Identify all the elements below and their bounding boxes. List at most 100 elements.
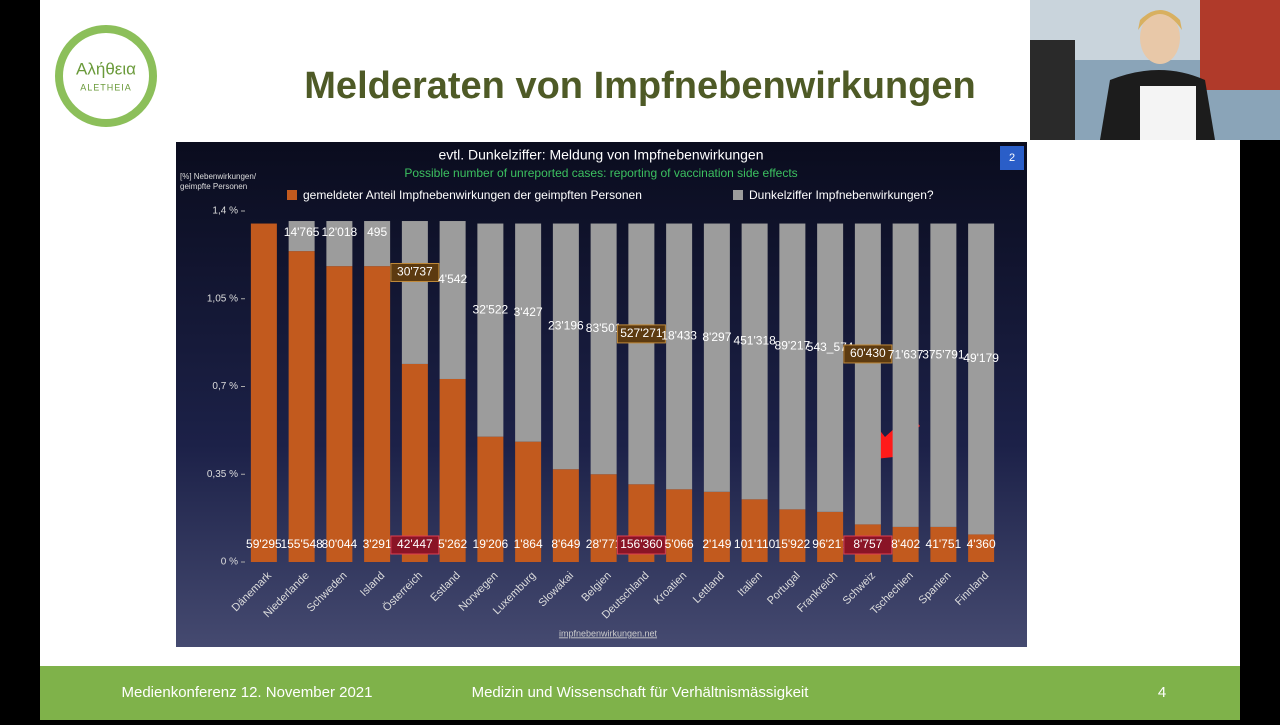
badge-text: 2 — [1009, 152, 1015, 164]
webcam — [1030, 0, 1280, 140]
bar-segment — [590, 474, 617, 562]
logo-text: Αλήθεια — [76, 59, 136, 78]
chart-title: evtl. Dunkelziffer: Meldung von Impfnebe… — [438, 147, 763, 163]
data-label: 96'217 — [812, 537, 848, 551]
bar-segment — [364, 266, 391, 562]
legend-label: Dunkelziffer Impfnebenwirkungen? — [749, 188, 934, 202]
data-label: 8'402 — [891, 537, 920, 551]
data-label: 8'297 — [702, 330, 731, 344]
label-highlight — [843, 535, 893, 555]
data-label: 28'771 — [586, 537, 622, 551]
data-label: 101'110 — [734, 537, 776, 551]
y-axis-label: [%] Nebenwirkungen/ geimpfte Personen — [180, 172, 257, 191]
bar-segment — [326, 266, 353, 562]
data-label: 4'360 — [967, 537, 996, 551]
data-label: 8'649 — [551, 537, 580, 551]
legend-swatch — [733, 190, 743, 200]
label-highlight — [390, 262, 440, 282]
data-label: 19'206 — [473, 537, 509, 551]
bar-segment — [439, 221, 466, 379]
bar-segment — [741, 499, 768, 562]
bar-segment — [250, 223, 277, 563]
data-label: 42'447 — [397, 537, 433, 551]
data-label: 5'066 — [665, 537, 694, 551]
chart-subtitle: Possible number of unreported cases: rep… — [404, 166, 797, 180]
slide-title: Melderaten von Impfnebenwirkungen — [304, 65, 975, 107]
data-label: 32'522 — [473, 302, 509, 316]
data-label: 155'548 — [280, 537, 323, 551]
data-label: 543_574 — [807, 340, 854, 354]
bar-segment — [439, 378, 466, 562]
bar-segment — [477, 436, 504, 562]
bar-segment — [515, 223, 542, 442]
bar-segment — [817, 511, 844, 562]
data-label: 80'044 — [322, 537, 358, 551]
bar-segment — [666, 489, 693, 562]
data-label: 71'637 — [888, 347, 924, 361]
page-number: 4 — [1158, 684, 1166, 701]
bar-segment — [590, 223, 617, 475]
bar-segment — [288, 221, 315, 252]
bar-segment — [666, 223, 693, 490]
y-tick-label: 1,4 % — [212, 206, 238, 217]
label-highlight — [616, 324, 666, 344]
y-tick-label: 0,7 % — [212, 381, 238, 392]
bar-segment — [288, 251, 315, 562]
video-paper — [1140, 86, 1196, 140]
data-label: 59'295 — [246, 537, 282, 551]
data-label: 14'765 — [284, 225, 320, 239]
label-highlight — [390, 535, 440, 555]
badge — [1000, 146, 1024, 170]
data-label: 30'737 — [397, 265, 433, 279]
data-label: 3'291 — [363, 537, 392, 551]
legend-swatch — [287, 190, 297, 200]
bar-segment — [892, 223, 919, 527]
data-label: 12'018 — [322, 225, 358, 239]
data-label: 527'271 — [620, 326, 663, 340]
footer-bar — [40, 666, 1240, 720]
bar-segment — [364, 221, 391, 267]
data-label: 15'922 — [775, 537, 811, 551]
data-label: 89'217 — [775, 339, 811, 353]
bar-segment — [968, 223, 995, 535]
data-label: 41'751 — [926, 537, 962, 551]
bar-segment — [779, 223, 806, 510]
data-label: 2'149 — [702, 537, 731, 551]
y-axis-label-box: [%] Nebenwirkungen/ geimpfte Personen — [180, 172, 257, 191]
data-label: 1'864 — [514, 537, 543, 551]
bar-segment — [552, 469, 579, 562]
data-label: 156'360 — [620, 537, 663, 551]
y-tick-label: 0,35 % — [207, 469, 238, 480]
bar-segment — [401, 363, 428, 562]
y-tick-label: 0 % — [221, 557, 238, 568]
data-label: 3'427 — [514, 305, 543, 319]
data-label: 8'757 — [853, 537, 882, 551]
legend-label: gemeldeter Anteil Impfnebenwirkungen der… — [303, 188, 642, 202]
bar-segment — [703, 491, 730, 562]
footer-text: Medienkonferenz 12. November 2021 — [122, 684, 373, 701]
video-banner — [1200, 0, 1280, 90]
bar-segment — [817, 223, 844, 512]
bar-segment — [326, 221, 353, 267]
bar-segment — [552, 223, 579, 470]
bar-segment — [968, 534, 995, 562]
data-label: 23'196 — [548, 319, 584, 333]
label-highlight — [616, 535, 666, 555]
bar-segment — [477, 223, 504, 437]
footer-text: Medizin und Wissenschaft für Verhältnism… — [472, 684, 810, 701]
chart: evtl. Dunkelziffer: Meldung von Impfnebe… — [180, 146, 1024, 638]
logo-subtext: ALETHEIA — [80, 82, 132, 92]
bar-segment — [779, 509, 806, 562]
bar-segment — [892, 526, 919, 562]
label-highlight — [843, 344, 893, 364]
bar-segment — [703, 223, 730, 492]
data-label: 49'179 — [963, 351, 999, 365]
data-label: 451'318 — [733, 334, 776, 348]
bar-segment — [930, 223, 957, 527]
bar-segment — [515, 441, 542, 562]
data-label: 495 — [367, 225, 387, 239]
data-label: 4'542 — [438, 272, 467, 286]
y-tick-label: 1,05 % — [207, 293, 238, 304]
data-label: 60'430 — [850, 346, 886, 360]
